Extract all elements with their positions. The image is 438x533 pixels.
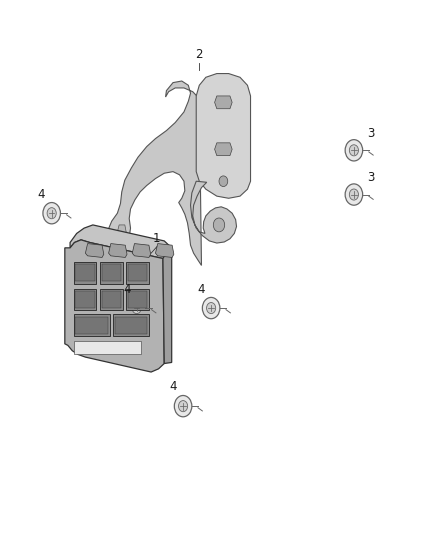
Bar [115, 317, 147, 334]
Bar [74, 341, 141, 354]
Circle shape [207, 303, 215, 313]
Polygon shape [215, 143, 232, 156]
Text: 3: 3 [367, 171, 374, 184]
Text: 4: 4 [38, 189, 46, 201]
Circle shape [345, 140, 363, 161]
Polygon shape [196, 74, 251, 198]
Text: 4: 4 [170, 381, 177, 393]
Bar [102, 291, 121, 308]
Bar [102, 264, 121, 281]
Bar [75, 264, 95, 281]
Polygon shape [70, 225, 172, 259]
Bar [74, 314, 110, 336]
Circle shape [213, 218, 225, 232]
Polygon shape [191, 181, 237, 243]
Circle shape [350, 145, 358, 156]
Circle shape [219, 176, 228, 187]
Bar [113, 314, 149, 336]
Bar [126, 262, 149, 284]
Polygon shape [85, 244, 104, 257]
Text: 3: 3 [367, 127, 374, 140]
Bar [126, 289, 149, 310]
Bar [74, 289, 96, 310]
Text: 4: 4 [198, 284, 205, 296]
Bar [100, 289, 123, 310]
Circle shape [179, 401, 187, 411]
Polygon shape [107, 81, 201, 265]
Polygon shape [117, 225, 126, 239]
Circle shape [174, 395, 192, 417]
Text: 2: 2 [195, 49, 203, 61]
Polygon shape [215, 96, 232, 109]
Text: 4: 4 [123, 284, 131, 296]
Circle shape [47, 208, 56, 219]
Polygon shape [65, 240, 164, 372]
Bar [100, 262, 123, 284]
Circle shape [43, 203, 60, 224]
Polygon shape [109, 244, 127, 257]
Bar [75, 317, 108, 334]
Polygon shape [155, 244, 174, 257]
Polygon shape [132, 244, 151, 257]
Circle shape [350, 189, 358, 200]
Circle shape [202, 297, 220, 319]
Bar [75, 291, 95, 308]
Bar [128, 264, 147, 281]
Text: 1: 1 [153, 232, 161, 245]
Circle shape [128, 297, 145, 319]
Circle shape [345, 184, 363, 205]
Polygon shape [163, 246, 172, 364]
Bar [128, 291, 147, 308]
Circle shape [132, 303, 141, 313]
Bar [74, 262, 96, 284]
